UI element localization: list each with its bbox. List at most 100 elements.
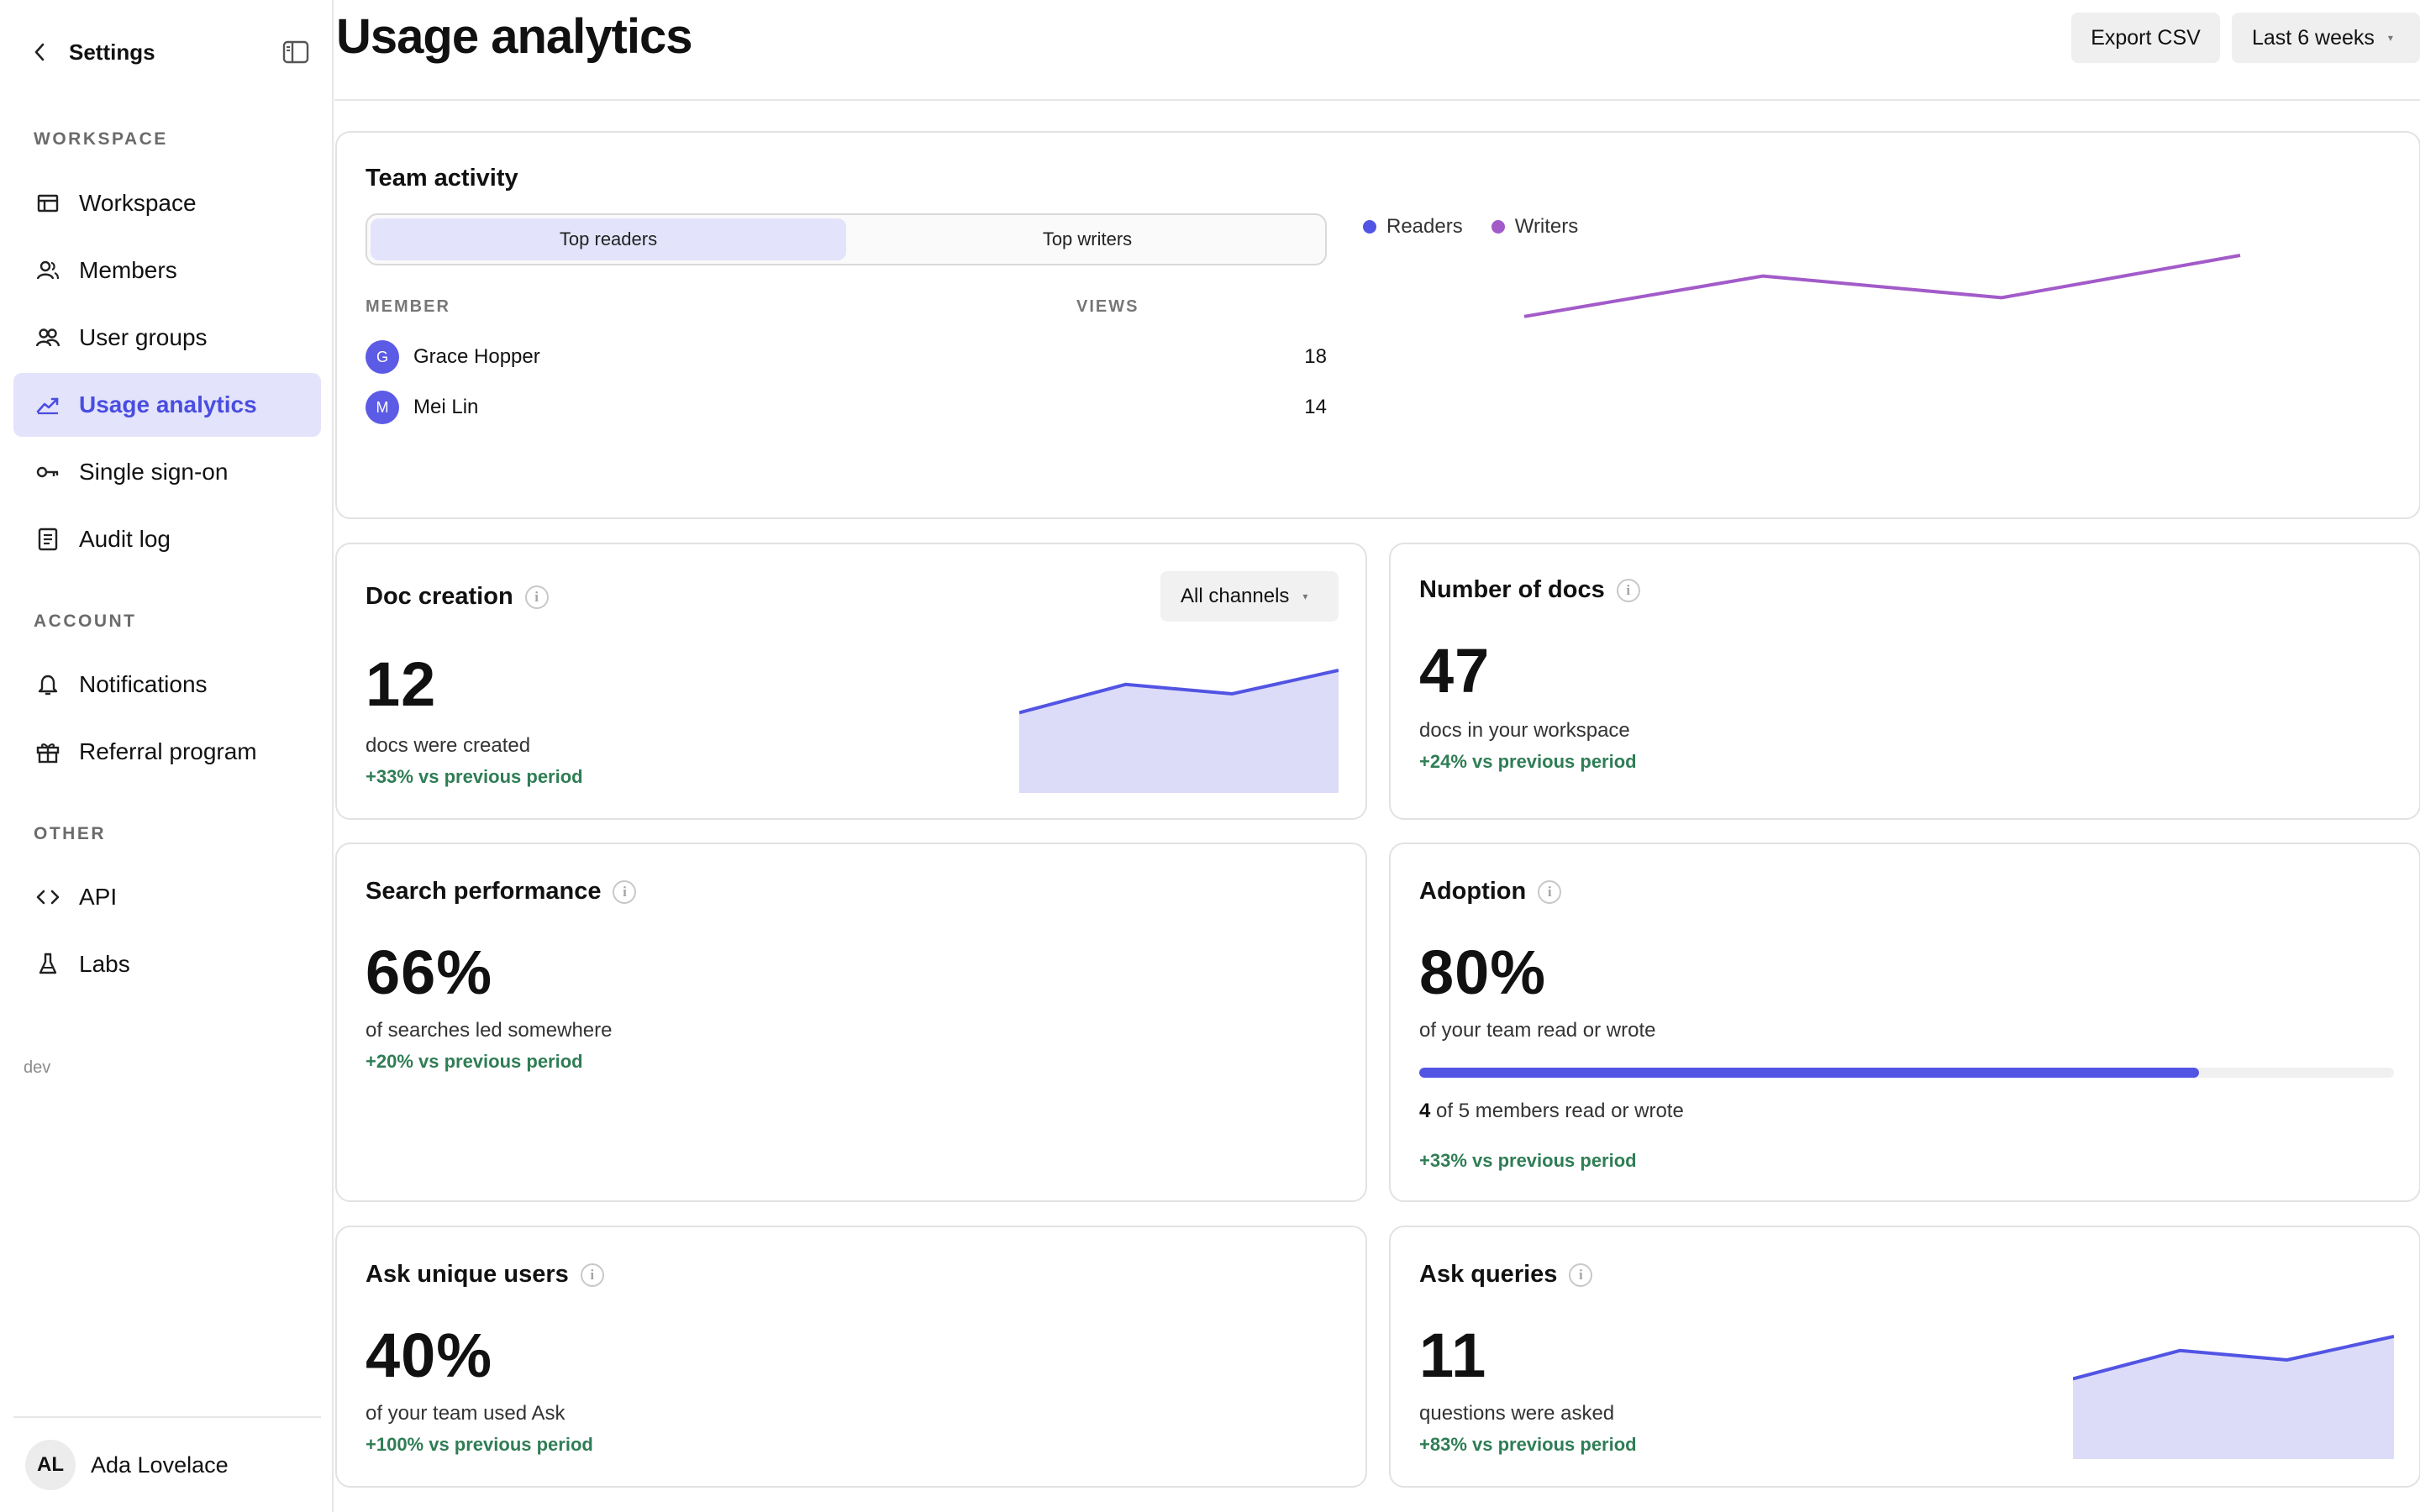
adoption-members-count: 4 (1419, 1100, 1431, 1122)
sidebar-toggle-button[interactable] (281, 37, 311, 67)
number-of-docs-caption: docs in your workspace (1419, 719, 1630, 742)
tab-top-readers[interactable]: Top readers (371, 218, 846, 260)
sidebar-toggle-icon (282, 40, 309, 64)
section-label-workspace: WORKSPACE (34, 129, 168, 149)
adoption-progress-fill (1419, 1068, 2199, 1078)
sidebar-item-api[interactable]: API (13, 865, 321, 929)
sidebar-item-label: Single sign-on (79, 459, 229, 485)
adoption-progress-bar (1419, 1068, 2394, 1078)
header-divider (334, 99, 2420, 101)
sidebar-item-user-groups[interactable]: User groups (13, 306, 321, 370)
column-header-member: MEMBER (366, 297, 450, 316)
section-label-other: OTHER (34, 824, 106, 843)
user-groups-icon (35, 325, 60, 350)
sidebar-item-single-sign-on[interactable]: Single sign-on (13, 440, 321, 504)
search-performance-value: 66% (366, 937, 493, 1007)
doc-creation-chart (1019, 669, 1339, 793)
member-views: 14 (1304, 396, 1327, 418)
sidebar-item-label: Members (79, 257, 177, 283)
table-row[interactable]: M Mei Lin 14 (366, 389, 1327, 426)
member-name: Grace Hopper (413, 345, 540, 368)
ask-unique-users-value: 40% (366, 1320, 493, 1390)
number-of-docs-card: Number of docs i 47 docs in your workspa… (1389, 543, 2420, 820)
sidebar-item-label: API (79, 884, 118, 910)
user-menu[interactable]: AL Ada Lovelace (25, 1440, 229, 1490)
card-title: Number of docs i (1419, 576, 1640, 604)
info-icon[interactable]: i (580, 1263, 604, 1287)
card-title: Doc creation i (366, 583, 549, 611)
date-range-label: Last 6 weeks (2252, 25, 2375, 50)
gift-icon (35, 739, 60, 764)
number-of-docs-delta: +24% vs previous period (1419, 751, 1637, 772)
member-avatar: G (366, 340, 399, 374)
sidebar-item-label: Notifications (79, 671, 208, 697)
series-line (1019, 669, 1339, 715)
adoption-value: 80% (1419, 937, 1547, 1007)
sidebar-item-referral-program[interactable]: Referral program (13, 720, 321, 784)
doc-creation-card: Doc creation i All channels ▾ 12 docs we… (335, 543, 1367, 820)
readers-legend-dot (1363, 220, 1376, 234)
search-performance-card: Search performance i 66% of searches led… (335, 843, 1367, 1202)
adoption-caption: of your team read or wrote (1419, 1019, 1656, 1042)
info-icon[interactable]: i (1569, 1263, 1593, 1287)
chart-legend: Readers Writers (1363, 215, 1578, 239)
flask-icon (35, 952, 60, 977)
table-row[interactable]: G Grace Hopper 18 (366, 339, 1327, 375)
member-name: Mei Lin (413, 396, 479, 418)
ask-queries-caption: questions were asked (1419, 1402, 1615, 1425)
number-of-docs-title: Number of docs (1419, 576, 1605, 603)
reader-writer-toggle: Top readers Top writers (366, 213, 1327, 265)
info-icon[interactable]: i (524, 585, 549, 609)
sidebar-item-audit-log[interactable]: Audit log (13, 507, 321, 571)
code-icon (35, 885, 60, 910)
info-icon[interactable]: i (1616, 578, 1640, 602)
info-icon[interactable]: i (1538, 879, 1562, 904)
sidebar-item-workspace[interactable]: Workspace (13, 171, 321, 235)
team-activity-card: Team activity Top readers Top writers ME… (335, 131, 2420, 519)
info-icon[interactable]: i (613, 879, 637, 904)
sidebar-item-label: Referral program (79, 738, 257, 764)
caret-down-icon: ▾ (2387, 32, 2393, 44)
ask-unique-users-caption: of your team used Ask (366, 1402, 566, 1425)
tab-top-writers[interactable]: Top writers (1042, 228, 1133, 249)
date-range-select[interactable]: Last 6 weeks ▾ (2232, 13, 2420, 63)
channel-filter-label: All channels (1181, 585, 1290, 607)
ask-queries-chart (2073, 1335, 2394, 1459)
doc-creation-title: Doc creation (366, 583, 513, 610)
card-title: Ask queries i (1419, 1261, 1593, 1289)
adoption-title: Adoption (1419, 878, 1527, 905)
adoption-delta: +33% vs previous period (1419, 1150, 1637, 1171)
sidebar-item-label: Audit log (79, 526, 171, 552)
search-performance-title: Search performance (366, 878, 602, 905)
writers-legend-dot (1491, 220, 1505, 234)
sidebar-title: Settings (69, 39, 155, 65)
doc-creation-caption: docs were created (366, 734, 531, 757)
analytics-icon (35, 392, 60, 417)
ask-queries-title: Ask queries (1419, 1261, 1558, 1288)
audit-log-icon (35, 527, 60, 552)
card-title: Search performance i (366, 878, 637, 906)
channel-filter-select[interactable]: All channels ▾ (1160, 571, 1339, 622)
export-csv-button[interactable]: Export CSV (2071, 13, 2220, 63)
member-views: 18 (1304, 345, 1327, 368)
sidebar-item-members[interactable]: Members (13, 239, 321, 302)
card-title: Adoption i (1419, 878, 1562, 906)
section-label-account: ACCOUNT (34, 612, 137, 631)
sidebar-item-notifications[interactable]: Notifications (13, 653, 321, 717)
caret-down-icon: ▾ (1302, 591, 1308, 602)
page-title: Usage analytics (336, 9, 692, 64)
search-performance-delta: +20% vs previous period (366, 1051, 583, 1072)
series-line (2073, 1335, 2394, 1381)
sidebar-item-labs[interactable]: Labs (13, 932, 321, 996)
team-activity-chart (1523, 254, 2241, 318)
adoption-members-text: of 5 members read or wrote (1436, 1100, 1684, 1122)
area-fill (1019, 670, 1339, 793)
adoption-card: Adoption i 80% of your team read or wrot… (1389, 843, 2420, 1202)
sidebar: Settings WORKSPACE Workspace Members Use… (0, 0, 334, 1512)
chevron-left-icon (34, 43, 45, 61)
sidebar-item-usage-analytics[interactable]: Usage analytics (13, 373, 321, 437)
member-avatar: M (366, 391, 399, 424)
back-button[interactable] (34, 34, 60, 71)
doc-creation-delta: +33% vs previous period (366, 766, 583, 787)
sidebar-item-label: Workspace (79, 190, 197, 216)
